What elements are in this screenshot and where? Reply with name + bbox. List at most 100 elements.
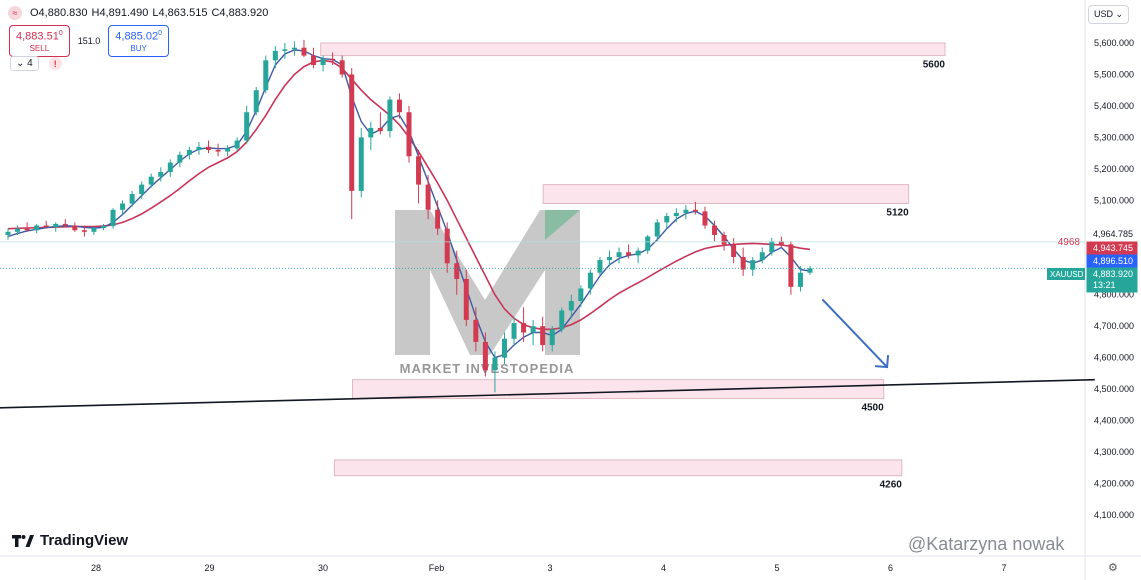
price-tick-label: 4,600.000 bbox=[1094, 353, 1134, 363]
ohlc-close: C4,883.920 bbox=[211, 7, 269, 19]
symbol-tag-box bbox=[1047, 268, 1085, 280]
author-watermark: @Katarzyna nowak bbox=[908, 534, 1065, 554]
candle-body bbox=[358, 137, 364, 191]
candle-body bbox=[597, 260, 603, 273]
price-tick-label: 4,200.000 bbox=[1094, 479, 1134, 489]
price-axis: 4,100.000 4,200.000 4,300.000 4,400.000 4,50… bbox=[1047, 38, 1138, 520]
time-tick-label: 3 bbox=[547, 563, 552, 573]
candle-body bbox=[435, 209, 441, 229]
candle-body bbox=[110, 209, 116, 227]
candle-body bbox=[368, 127, 374, 138]
candle-body bbox=[616, 252, 622, 257]
zone-label-4500: 4500 bbox=[861, 403, 884, 414]
candle-body bbox=[186, 149, 192, 155]
candle-body bbox=[406, 112, 412, 157]
price-tick-label: 4,100.000 bbox=[1094, 510, 1134, 520]
candle-body bbox=[635, 250, 641, 256]
candle-body bbox=[349, 74, 355, 191]
candle-body bbox=[626, 252, 632, 256]
ohlc-low: L4,863.515 bbox=[152, 7, 208, 19]
candle-body bbox=[311, 55, 317, 66]
forecast-arrow-head bbox=[875, 355, 890, 369]
symbol-icon: ≈ bbox=[8, 6, 22, 20]
currency-selector[interactable]: USD ⌄ bbox=[1088, 5, 1130, 24]
candle-body bbox=[425, 184, 431, 210]
candle-body bbox=[664, 216, 670, 223]
candle-body bbox=[549, 329, 555, 346]
candle-body bbox=[81, 230, 87, 232]
candle-body bbox=[215, 149, 221, 152]
price-label-value: 4,883.920 bbox=[1093, 269, 1133, 279]
candle-body bbox=[282, 49, 288, 51]
sell-price-sup: 0 bbox=[58, 30, 63, 37]
candle-body bbox=[100, 226, 106, 229]
price-tick-label: 4,300.000 bbox=[1094, 447, 1134, 457]
candle-body bbox=[759, 252, 765, 261]
indicators-toggle[interactable]: ⌄ 4 bbox=[10, 56, 39, 71]
candle-body bbox=[34, 225, 40, 231]
candle-body bbox=[129, 194, 135, 204]
price-label-countdown: 13:21 bbox=[1093, 280, 1116, 290]
gear-icon[interactable]: ⚙ bbox=[1108, 562, 1118, 574]
ohlc-readout: ≈ O4,880.830 H4,891.490 L4,863.515 C4,88… bbox=[8, 6, 268, 20]
candle-body bbox=[712, 225, 718, 235]
candle-body bbox=[721, 234, 727, 245]
candle-body bbox=[43, 225, 49, 228]
candle-body bbox=[167, 162, 173, 173]
candle-body bbox=[568, 301, 574, 311]
candle-body bbox=[530, 326, 536, 333]
candle-body bbox=[521, 323, 527, 333]
price-tick-label: 5,200.000 bbox=[1094, 164, 1134, 174]
price-tick-label: 4,700.000 bbox=[1094, 321, 1134, 331]
level-label: 4968 bbox=[1058, 237, 1081, 248]
time-tick-label: Feb bbox=[429, 563, 445, 573]
candle-body bbox=[206, 146, 211, 150]
zone-4260 bbox=[333, 459, 903, 477]
candle-body bbox=[540, 326, 546, 346]
candle-body bbox=[492, 357, 498, 371]
buy-label: BUY bbox=[130, 43, 147, 53]
candle-body bbox=[72, 225, 78, 231]
candle-body bbox=[234, 140, 240, 149]
logo-accent bbox=[545, 210, 580, 240]
candle-body bbox=[463, 279, 469, 320]
warning-icon[interactable]: ! bbox=[48, 57, 62, 70]
zone-5600 bbox=[320, 42, 946, 57]
candles bbox=[0, 39, 1085, 393]
candle-body bbox=[501, 338, 507, 358]
indicators-row: ⌄ 4 ! bbox=[10, 56, 62, 71]
candle-body bbox=[339, 60, 345, 75]
zone-4500 bbox=[352, 379, 885, 400]
candle-body bbox=[177, 154, 183, 163]
tradingview-icon bbox=[12, 534, 34, 547]
buy-price-sup: 0 bbox=[158, 30, 162, 37]
candle-body bbox=[750, 260, 756, 270]
zone-label-5600: 5600 bbox=[923, 60, 946, 71]
price-tick-label: 4,800.000 bbox=[1094, 290, 1134, 300]
support-resistance-zones: 5600 5120 4500 4260 bbox=[320, 42, 946, 491]
price-label-box bbox=[1086, 254, 1138, 268]
candle-body bbox=[62, 223, 68, 226]
candle-body bbox=[444, 228, 450, 264]
candle-body bbox=[740, 256, 746, 270]
candle-body bbox=[645, 236, 651, 251]
sell-label: SELL bbox=[29, 43, 50, 53]
candle-body bbox=[196, 146, 202, 150]
candle-body bbox=[578, 288, 584, 302]
ohlc-high: H4,891.490 bbox=[91, 7, 149, 19]
support-trendline bbox=[0, 378, 1095, 409]
candle-body bbox=[416, 156, 422, 185]
candle-body bbox=[482, 341, 488, 371]
price-tick-label: 5,400.000 bbox=[1094, 101, 1134, 111]
candle-body bbox=[320, 58, 326, 66]
candle-body bbox=[778, 241, 784, 245]
price-label-box bbox=[1086, 241, 1138, 255]
candle-body bbox=[291, 47, 297, 50]
buy-button[interactable]: 4,885.020 BUY bbox=[108, 25, 169, 57]
logo-m-shape bbox=[395, 210, 580, 355]
sell-button[interactable]: 4,883.510 SELL bbox=[9, 25, 70, 57]
price-label-value: 4,896.510 bbox=[1093, 256, 1133, 266]
tradingview-logo[interactable]: TradingView bbox=[12, 532, 128, 549]
candle-body bbox=[225, 148, 231, 152]
